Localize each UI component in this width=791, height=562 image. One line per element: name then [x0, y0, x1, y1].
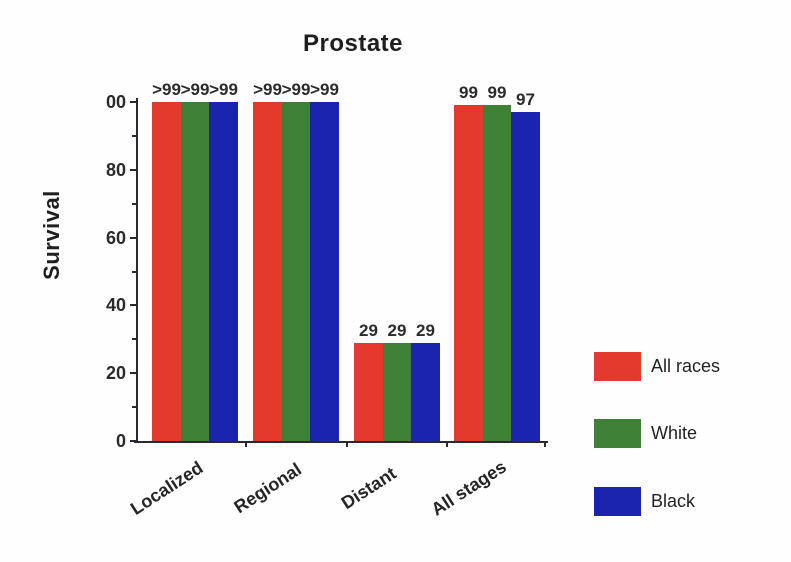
legend-entry-white: White — [594, 419, 697, 448]
bar-value-label: >99 — [152, 80, 181, 99]
y-axis-tick-label: 80 — [105, 159, 126, 180]
x-axis-category-label: Regional — [230, 458, 306, 518]
y-axis-major-tick — [130, 372, 136, 375]
x-axis-line — [134, 441, 548, 443]
bar-value-label: >99 — [253, 80, 282, 99]
bar-all-stages-black — [511, 112, 540, 441]
bar-all-stages-white — [482, 105, 512, 441]
x-axis-category-label: Localized — [126, 457, 207, 519]
x-axis-tick — [446, 442, 448, 447]
bar-value-label: 29 — [359, 320, 378, 340]
bar-distant-all-races — [354, 342, 383, 441]
bar-regional-black — [310, 102, 339, 441]
bar-value-label: 99 — [487, 83, 507, 103]
bar-localized-black — [209, 102, 238, 441]
legend-label: Black — [651, 491, 696, 511]
legend-label: White — [651, 423, 698, 443]
y-axis-title: Survival — [39, 190, 64, 280]
legend-entry-black: Black — [594, 487, 695, 516]
bar-value-label: 29 — [387, 320, 407, 340]
legend-label: All races — [651, 356, 721, 376]
bar-value-label: 29 — [416, 320, 435, 340]
bar-localized-white — [180, 102, 210, 441]
y-axis-minor-tick — [132, 338, 136, 341]
bar-all-stages-all-races — [454, 105, 483, 441]
legend-swatch-white — [594, 419, 641, 448]
y-axis-major-tick — [130, 440, 136, 442]
bar-value-label: >99 — [310, 80, 339, 99]
y-axis-minor-tick — [132, 202, 136, 205]
x-axis-tick — [544, 442, 546, 447]
legend-entry-all-races: All races — [594, 352, 720, 381]
bar-value-label: >99 — [180, 80, 210, 99]
y-axis-major-tick — [130, 101, 136, 103]
bar-distant-black — [411, 342, 440, 441]
bar-value-label: 99 — [459, 83, 478, 103]
y-axis-tick-label: 60 — [105, 227, 126, 248]
y-axis-minor-tick — [132, 406, 136, 409]
legend-swatch-all-races — [594, 352, 641, 381]
chart-title: Prostate — [302, 30, 404, 57]
y-axis-tick-label: 0 — [115, 431, 126, 451]
bar-value-label: >99 — [209, 80, 238, 99]
y-axis-tick-label: 20 — [105, 363, 126, 384]
y-axis-minor-tick — [132, 270, 136, 273]
x-axis-tick — [244, 442, 247, 447]
bar-distant-white — [382, 342, 412, 441]
y-axis-major-tick — [130, 168, 136, 171]
y-axis-major-tick — [130, 304, 136, 307]
legend-swatch-black — [594, 487, 641, 516]
bar-regional-all-races — [253, 102, 282, 441]
y-axis-tick-label: 40 — [105, 295, 126, 316]
y-axis-line — [136, 98, 138, 443]
y-axis-tick-label: 00 — [105, 92, 126, 112]
bar-regional-white — [281, 102, 311, 441]
y-axis-minor-tick — [132, 134, 136, 137]
x-axis-tick — [345, 442, 348, 447]
bar-localized-all-races — [152, 102, 181, 441]
y-axis-major-tick — [130, 236, 136, 239]
bar-value-label: >99 — [281, 80, 311, 99]
bar-value-label: 97 — [516, 90, 535, 110]
